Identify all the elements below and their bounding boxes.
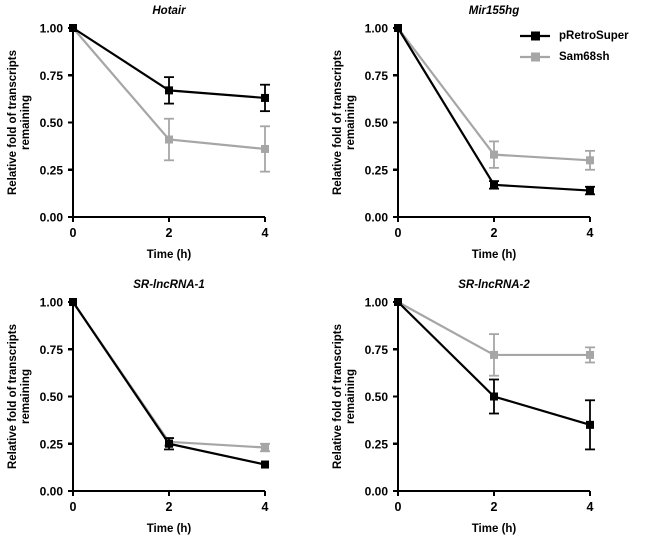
data-point-marker: [261, 93, 269, 102]
panel-title: Hotair: [152, 5, 186, 17]
legend-item-pretrosuper[interactable]: pRetroSuper: [520, 30, 629, 42]
y-tick-label: 1.00: [365, 296, 389, 310]
x-tick-label: 4: [587, 500, 594, 514]
data-point-marker: [69, 298, 77, 306]
data-series-sam68sh: [394, 298, 595, 377]
x-tick-label: 0: [70, 226, 77, 240]
y-tick-label: 0.00: [40, 211, 64, 225]
data-point-marker: [261, 144, 269, 153]
y-tick-label: 0.50: [40, 116, 64, 130]
x-axis-title: Time (h): [472, 523, 517, 535]
y-axis-title-line2: remaining: [345, 95, 357, 150]
data-point-marker: [261, 443, 269, 452]
y-tick-label: 0.50: [365, 116, 389, 130]
data-series-pretrosuper: [394, 24, 595, 196]
panel-title: Mir155hg: [469, 5, 520, 17]
x-tick-label: 0: [70, 500, 77, 514]
x-tick-label: 2: [491, 226, 498, 240]
data-point-marker: [586, 350, 594, 359]
y-tick-label: 0.00: [40, 485, 64, 499]
y-tick-label: 0.50: [365, 390, 389, 404]
y-tick-label: 0.00: [365, 211, 389, 225]
chart-panel-sr-lncrna-2: SR-lncRNA-2 1.00 0.75 0.50 0.25 0.00 0 2 4 Time (…: [325, 274, 650, 547]
x-tick-label: 4: [587, 226, 594, 240]
data-series-pretrosuper: [69, 24, 270, 113]
chart-panel-sr-lncrna-1: SR-lncRNA-1 1.00 0.75 0.50 0.25 0.00 0 2 4 Time (…: [0, 274, 325, 547]
y-tick-label: 0.50: [40, 390, 64, 404]
legend-label: pRetroSuper: [559, 30, 629, 42]
y-axis-title-line1: Relative fold of transcripts: [7, 324, 19, 469]
x-tick-label: 2: [491, 500, 498, 514]
y-axis-title-line1: Relative fold of transcripts: [332, 50, 344, 195]
chart-panel-mir155hg: Mir155hg 1.00 0.75 0.50 0.25 0.00 0 2 4 Time (h) R…: [325, 0, 650, 273]
x-axis-title: Time (h): [147, 523, 192, 535]
data-point-marker: [586, 186, 594, 195]
y-tick-label: 0.75: [40, 343, 64, 357]
data-point-marker: [165, 439, 173, 448]
x-axis-title: Time (h): [147, 249, 192, 261]
legend: pRetroSuper Sam68sh: [520, 28, 650, 78]
data-point-marker: [394, 298, 402, 306]
legend-label: Sam68sh: [559, 51, 610, 63]
legend-marker-square: [531, 31, 540, 41]
data-series-pretrosuper: [394, 298, 595, 451]
data-point-marker: [261, 460, 269, 469]
y-tick-label: 0.75: [365, 69, 389, 83]
y-tick-label: 0.25: [40, 163, 64, 177]
data-point-marker: [586, 156, 594, 165]
x-tick-label: 2: [166, 226, 173, 240]
y-tick-label: 0.75: [365, 343, 389, 357]
x-axis-title: Time (h): [472, 249, 517, 261]
y-axis-title-line2: remaining: [20, 95, 32, 150]
y-tick-label: 0.25: [365, 437, 389, 451]
x-tick-label: 0: [395, 500, 402, 514]
y-tick-label: 0.25: [40, 437, 64, 451]
y-axis-title-line2: remaining: [20, 369, 32, 424]
y-axis-title-line2: remaining: [345, 369, 357, 424]
data-point-marker: [490, 180, 498, 189]
data-point-marker: [69, 24, 77, 32]
x-tick-label: 4: [262, 226, 269, 240]
series-line: [72, 301, 266, 449]
data-point-marker: [490, 392, 498, 401]
y-axis-title-line1: Relative fold of transcripts: [7, 50, 19, 195]
legend-item-sam68sh[interactable]: Sam68sh: [520, 51, 610, 63]
data-point-marker: [394, 24, 402, 32]
data-series-pretrosuper: [69, 298, 269, 469]
x-tick-label: 0: [395, 226, 402, 240]
panel-title: SR-lncRNA-1: [133, 279, 205, 291]
y-tick-label: 1.00: [40, 22, 64, 36]
y-tick-label: 0.25: [365, 163, 389, 177]
panel-title: SR-lncRNA-2: [458, 279, 530, 291]
data-point-marker: [586, 420, 594, 429]
y-tick-label: 0.00: [365, 485, 389, 499]
legend-marker-square: [531, 52, 540, 62]
y-tick-label: 1.00: [365, 22, 389, 36]
y-axis-title-line1: Relative fold of transcripts: [332, 324, 344, 469]
data-point-marker: [490, 350, 498, 359]
data-point-marker: [490, 150, 498, 159]
data-point-marker: [165, 135, 173, 144]
y-tick-label: 1.00: [40, 296, 64, 310]
data-series-sam68sh: [69, 24, 270, 173]
data-point-marker: [165, 86, 173, 95]
y-tick-label: 0.75: [40, 69, 64, 83]
data-series-sam68sh: [69, 298, 270, 453]
chart-panel-hotair: Hotair 1.00 0.75 0.50 0.25 0.00 0 2 4 Time (h) Rel…: [0, 0, 325, 273]
x-tick-label: 4: [262, 500, 269, 514]
x-tick-label: 2: [166, 500, 173, 514]
